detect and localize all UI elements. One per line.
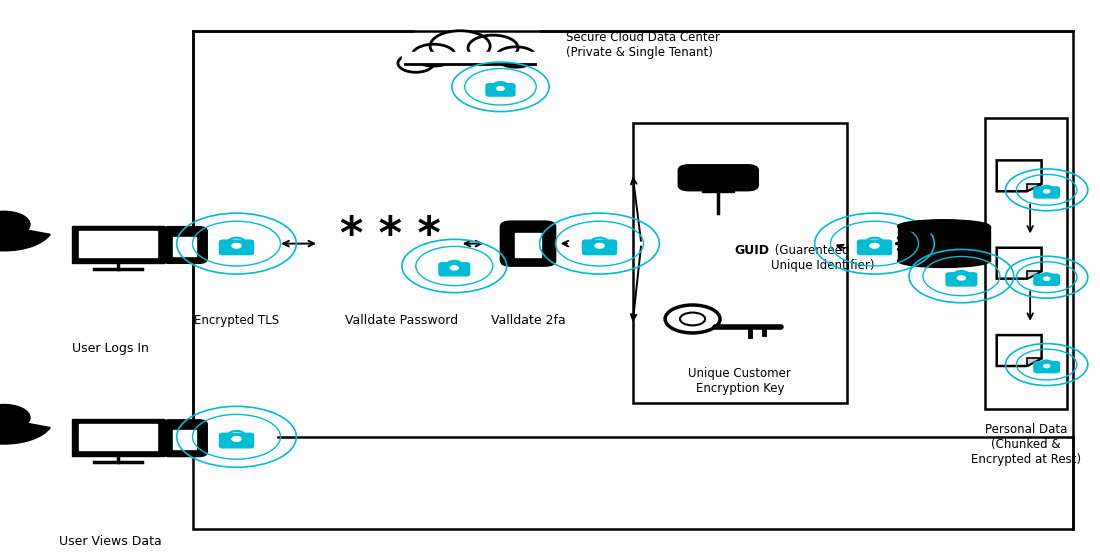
FancyBboxPatch shape xyxy=(583,240,616,255)
Circle shape xyxy=(430,31,491,62)
FancyBboxPatch shape xyxy=(220,433,253,448)
Circle shape xyxy=(0,211,30,237)
Bar xyxy=(79,424,157,450)
Polygon shape xyxy=(997,248,1042,279)
Circle shape xyxy=(1044,277,1049,281)
FancyBboxPatch shape xyxy=(486,83,515,96)
FancyBboxPatch shape xyxy=(1034,274,1059,285)
Bar xyxy=(79,231,157,257)
Bar xyxy=(173,430,196,449)
Circle shape xyxy=(450,266,459,270)
Circle shape xyxy=(666,305,720,333)
Polygon shape xyxy=(997,160,1042,192)
Circle shape xyxy=(232,244,241,248)
Circle shape xyxy=(398,54,433,72)
Bar xyxy=(398,57,548,73)
FancyBboxPatch shape xyxy=(679,165,758,191)
Bar xyxy=(173,237,196,255)
Circle shape xyxy=(595,244,604,248)
Ellipse shape xyxy=(898,254,990,268)
Circle shape xyxy=(0,404,30,431)
Circle shape xyxy=(232,437,241,441)
Polygon shape xyxy=(1026,271,1042,279)
FancyBboxPatch shape xyxy=(439,263,470,276)
Text: GUID: GUID xyxy=(735,244,769,256)
Ellipse shape xyxy=(898,220,990,233)
Text: User Logs In: User Logs In xyxy=(72,342,148,354)
Circle shape xyxy=(468,35,518,60)
Text: User Views Data: User Views Data xyxy=(58,535,162,548)
Circle shape xyxy=(497,87,504,91)
Ellipse shape xyxy=(898,231,990,245)
FancyBboxPatch shape xyxy=(161,227,207,263)
FancyBboxPatch shape xyxy=(1034,187,1059,198)
FancyBboxPatch shape xyxy=(1034,362,1059,372)
Wedge shape xyxy=(0,226,51,251)
FancyBboxPatch shape xyxy=(946,273,977,286)
FancyBboxPatch shape xyxy=(161,420,207,456)
Circle shape xyxy=(957,276,966,280)
Text: (Guarenteed
Unique Identifier): (Guarenteed Unique Identifier) xyxy=(770,244,875,272)
Bar xyxy=(73,419,164,456)
Text: Encrypted TLS: Encrypted TLS xyxy=(194,314,279,326)
FancyBboxPatch shape xyxy=(858,240,891,255)
Ellipse shape xyxy=(898,243,990,256)
FancyBboxPatch shape xyxy=(220,240,253,255)
FancyBboxPatch shape xyxy=(500,221,556,266)
Text: Valldate Password: Valldate Password xyxy=(345,314,458,326)
Text: Valldate 2fa: Valldate 2fa xyxy=(491,314,565,326)
Circle shape xyxy=(1044,190,1049,193)
Circle shape xyxy=(680,312,705,325)
Polygon shape xyxy=(1026,184,1042,192)
Text: Unique Customer
Encryption Key: Unique Customer Encryption Key xyxy=(689,367,791,395)
Polygon shape xyxy=(997,335,1042,366)
Bar xyxy=(703,184,734,192)
Bar xyxy=(402,52,544,64)
Wedge shape xyxy=(0,419,51,444)
Text: Personal Data
(Chunked &
Encrypted at Rest): Personal Data (Chunked & Encrypted at Re… xyxy=(970,423,1081,466)
Circle shape xyxy=(496,47,536,67)
Polygon shape xyxy=(1026,358,1042,366)
Text: Secure Cloud Data Center
(Private & Single Tenant): Secure Cloud Data Center (Private & Sing… xyxy=(566,31,720,59)
Bar xyxy=(898,226,990,261)
Circle shape xyxy=(1044,365,1049,368)
Circle shape xyxy=(412,44,455,66)
Circle shape xyxy=(870,244,879,248)
Bar xyxy=(515,233,541,257)
Text: * * *: * * * xyxy=(340,214,441,256)
Bar xyxy=(73,226,164,263)
